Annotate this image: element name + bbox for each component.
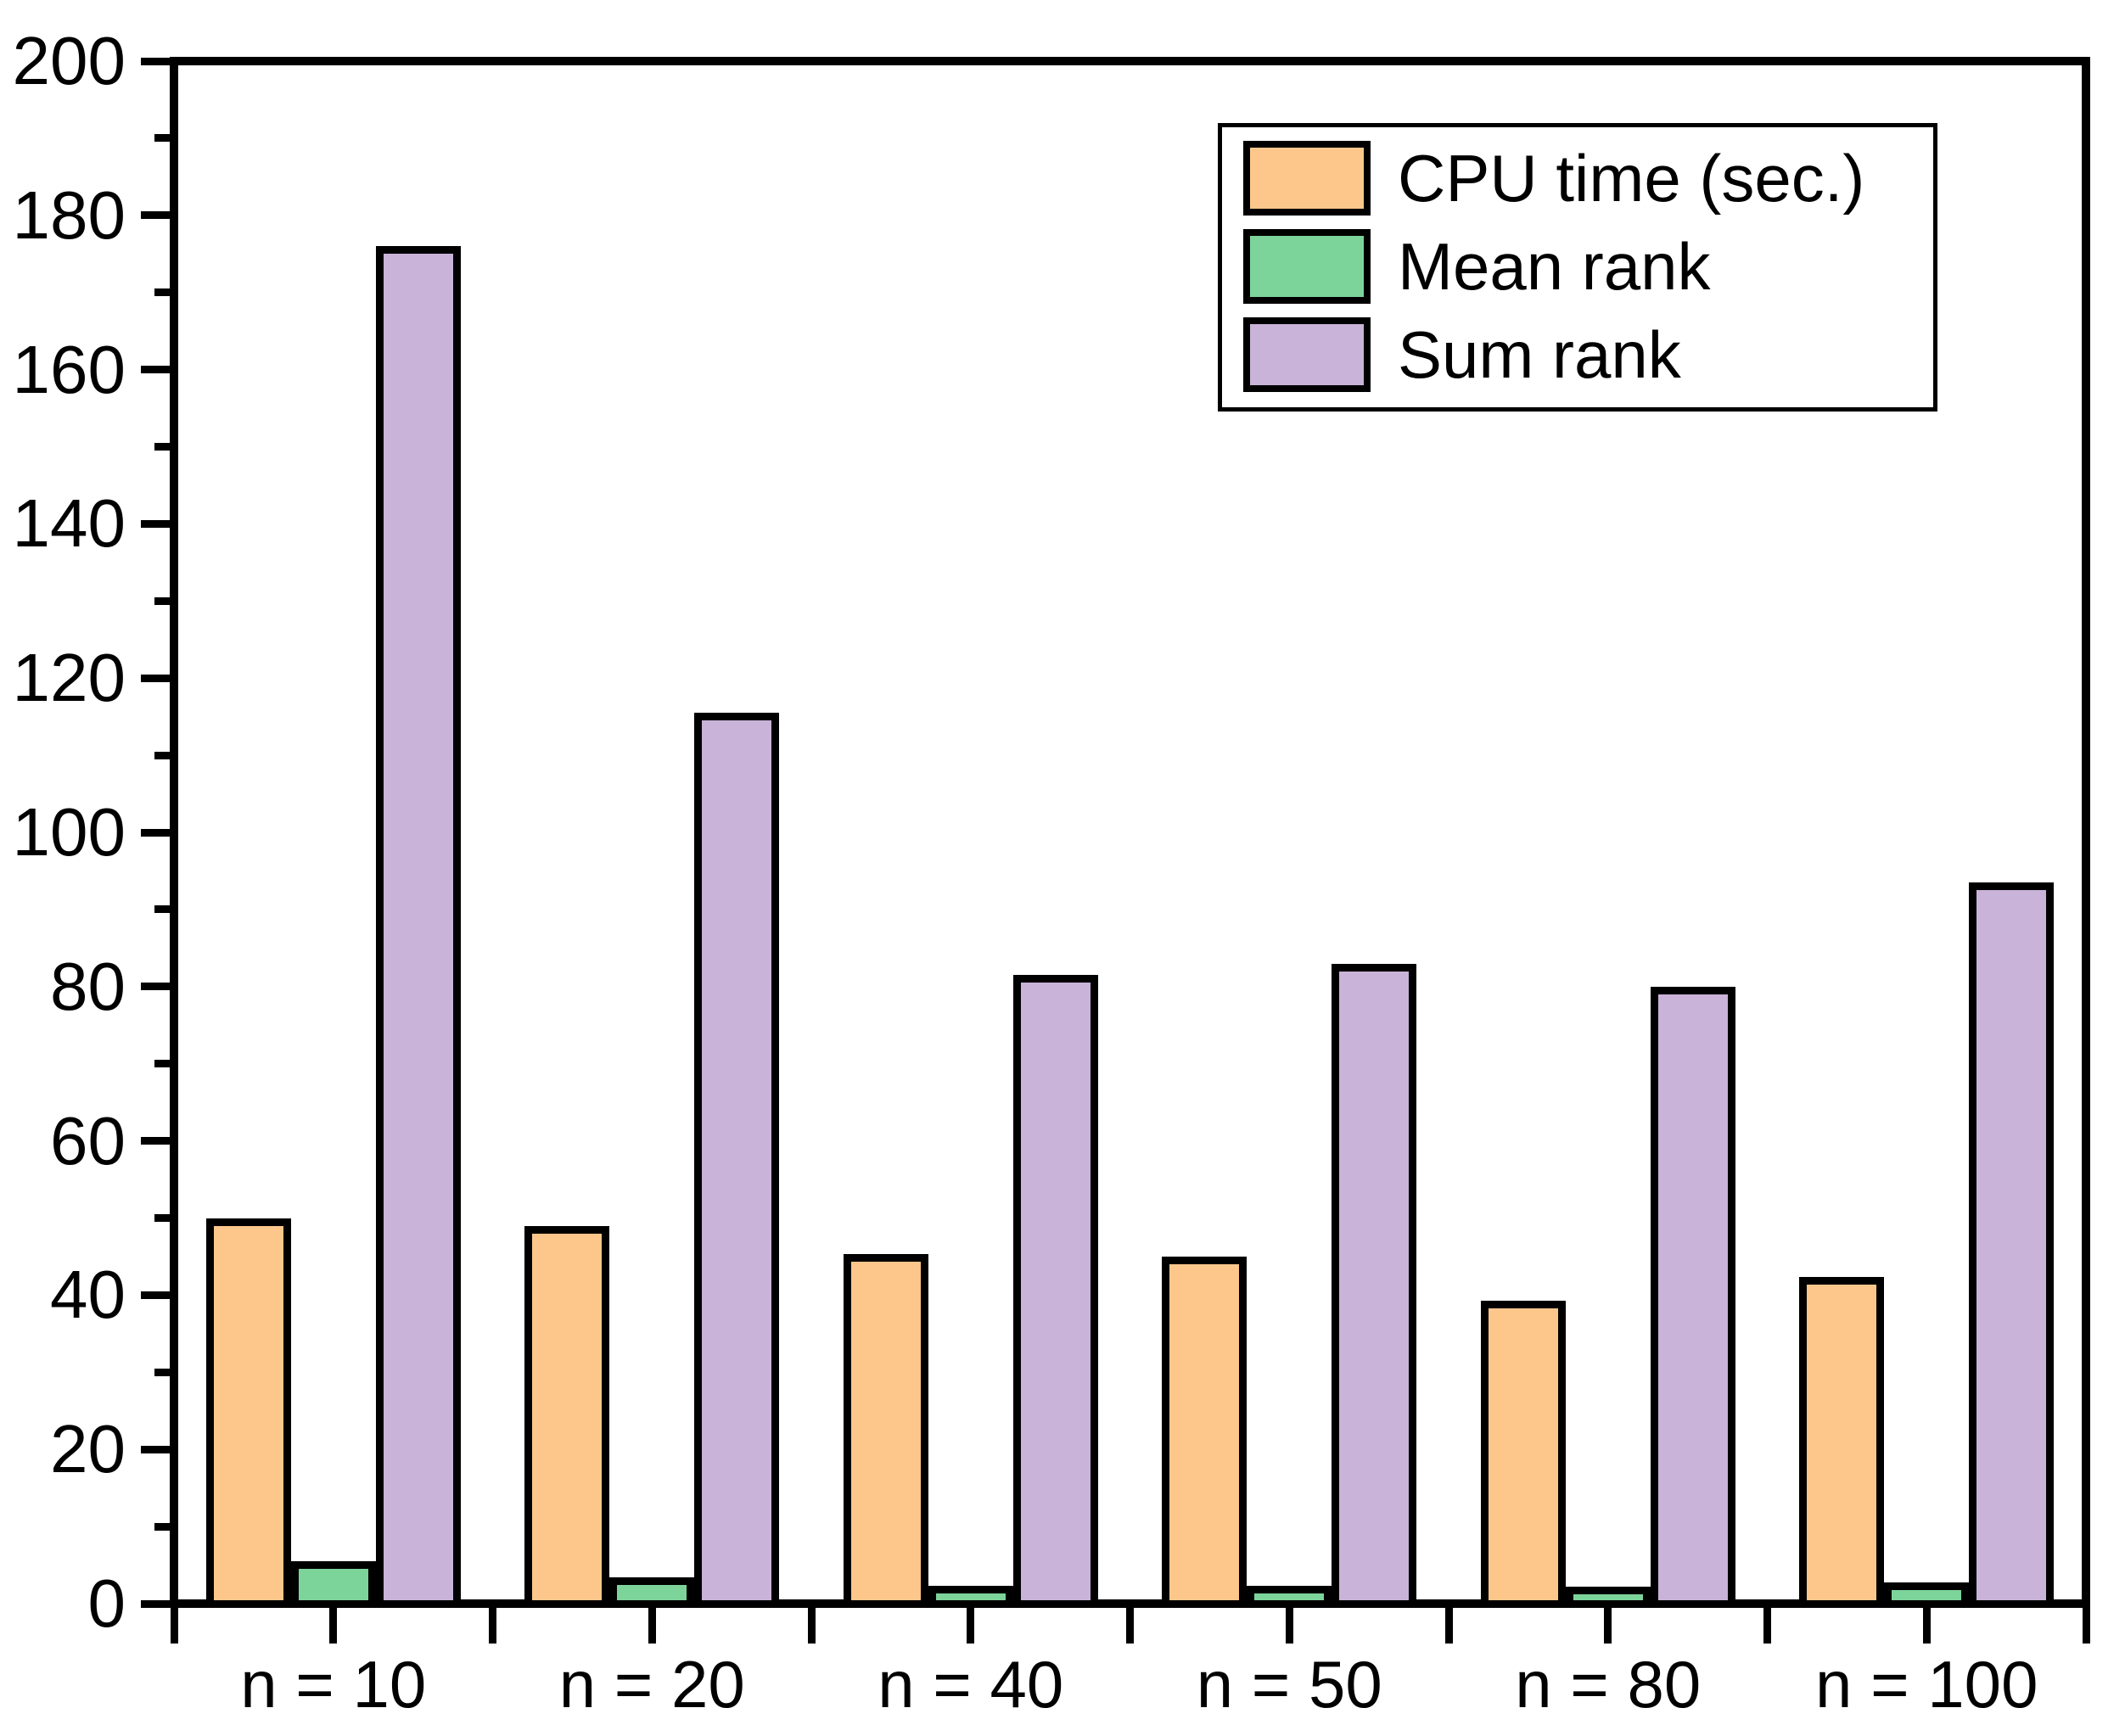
y-major-tick <box>141 983 170 991</box>
y-minor-tick <box>154 1060 170 1068</box>
bar-cpu-time-sec-n-10 <box>205 1218 291 1608</box>
x-category-label: n = 10 <box>240 1647 427 1722</box>
bar-mean-rank-n-10 <box>290 1561 376 1608</box>
y-tick-label: 60 <box>50 1102 126 1179</box>
legend: CPU time (sec.) Mean rank Sum rank <box>1218 123 1937 412</box>
y-tick-label: 180 <box>12 176 126 253</box>
y-major-tick <box>141 674 170 682</box>
bar-sum-rank-n-10 <box>375 246 461 1608</box>
legend-item-mean-rank: Mean rank <box>1222 222 1933 311</box>
y-tick-label: 100 <box>12 794 126 870</box>
x-tick <box>1763 1608 1771 1644</box>
y-minor-tick <box>154 1368 170 1376</box>
y-tick-label: 160 <box>12 331 126 407</box>
legend-item-cpu-time-sec: CPU time (sec.) <box>1222 134 1933 222</box>
x-tick <box>1285 1608 1293 1644</box>
x-category-label: n = 100 <box>1815 1647 2038 1722</box>
legend-swatch-cpu-time-sec <box>1243 141 1371 216</box>
bar-sum-rank-n-100 <box>1969 882 2055 1608</box>
bar-mean-rank-n-100 <box>1884 1582 1970 1608</box>
y-tick-label: 140 <box>12 485 126 562</box>
x-tick <box>648 1608 656 1644</box>
x-tick <box>807 1608 816 1644</box>
x-tick <box>1444 1608 1453 1644</box>
bar-sum-rank-n-80 <box>1650 986 1735 1608</box>
y-tick-label: 0 <box>87 1565 126 1641</box>
y-minor-tick <box>154 134 170 143</box>
y-major-tick <box>141 1137 170 1145</box>
y-tick-label: 120 <box>12 640 126 716</box>
x-category-label: n = 40 <box>877 1647 1064 1722</box>
bar-mean-rank-n-50 <box>1247 1586 1332 1608</box>
y-tick-label: 200 <box>12 23 126 98</box>
x-tick <box>170 1608 178 1644</box>
x-category-label: n = 20 <box>558 1647 745 1722</box>
bar-mean-rank-n-20 <box>609 1577 695 1608</box>
y-major-tick <box>141 1291 170 1299</box>
bar-cpu-time-sec-n-40 <box>843 1254 928 1608</box>
x-tick <box>489 1608 496 1644</box>
bar-sum-rank-n-40 <box>1012 975 1098 1608</box>
y-major-tick <box>141 211 170 220</box>
y-minor-tick <box>154 1522 170 1531</box>
bar-cpu-time-sec-n-80 <box>1480 1300 1566 1608</box>
x-tick <box>967 1608 975 1644</box>
y-major-tick <box>141 519 170 528</box>
legend-item-sum-rank: Sum rank <box>1222 311 1933 399</box>
y-major-tick <box>141 57 170 65</box>
bar-cpu-time-sec-n-20 <box>524 1225 610 1608</box>
y-major-tick <box>141 1445 170 1453</box>
bar-mean-rank-n-40 <box>928 1586 1013 1608</box>
bar-sum-rank-n-50 <box>1332 963 1417 1608</box>
x-tick <box>1126 1608 1134 1644</box>
y-major-tick <box>141 366 170 374</box>
x-category-label: n = 80 <box>1515 1647 1702 1722</box>
bar-sum-rank-n-20 <box>694 713 780 1608</box>
legend-label: Sum rank <box>1398 316 1681 392</box>
x-tick <box>1922 1608 1931 1644</box>
y-minor-tick <box>154 751 170 759</box>
bar-mean-rank-n-80 <box>1565 1587 1651 1608</box>
y-minor-tick <box>154 905 170 914</box>
legend-label: Mean rank <box>1398 228 1711 304</box>
x-tick <box>1604 1608 1612 1644</box>
bar-cpu-time-sec-n-50 <box>1162 1256 1248 1608</box>
y-minor-tick <box>154 443 170 451</box>
x-category-label: n = 50 <box>1196 1647 1382 1722</box>
y-tick-label: 40 <box>50 1257 126 1333</box>
y-minor-tick <box>154 596 170 605</box>
y-major-tick <box>141 1599 170 1608</box>
y-minor-tick <box>154 288 170 297</box>
bar-cpu-time-sec-n-100 <box>1799 1277 1885 1608</box>
legend-label: CPU time (sec.) <box>1398 140 1865 216</box>
y-minor-tick <box>154 1214 170 1222</box>
y-tick-label: 20 <box>50 1411 126 1487</box>
legend-swatch-mean-rank <box>1243 229 1371 304</box>
plot-frame <box>170 57 2090 1608</box>
x-tick <box>329 1608 338 1644</box>
legend-swatch-sum-rank <box>1243 317 1371 392</box>
y-tick-label: 80 <box>50 948 126 1024</box>
y-major-tick <box>141 828 170 837</box>
x-tick <box>2082 1608 2090 1644</box>
